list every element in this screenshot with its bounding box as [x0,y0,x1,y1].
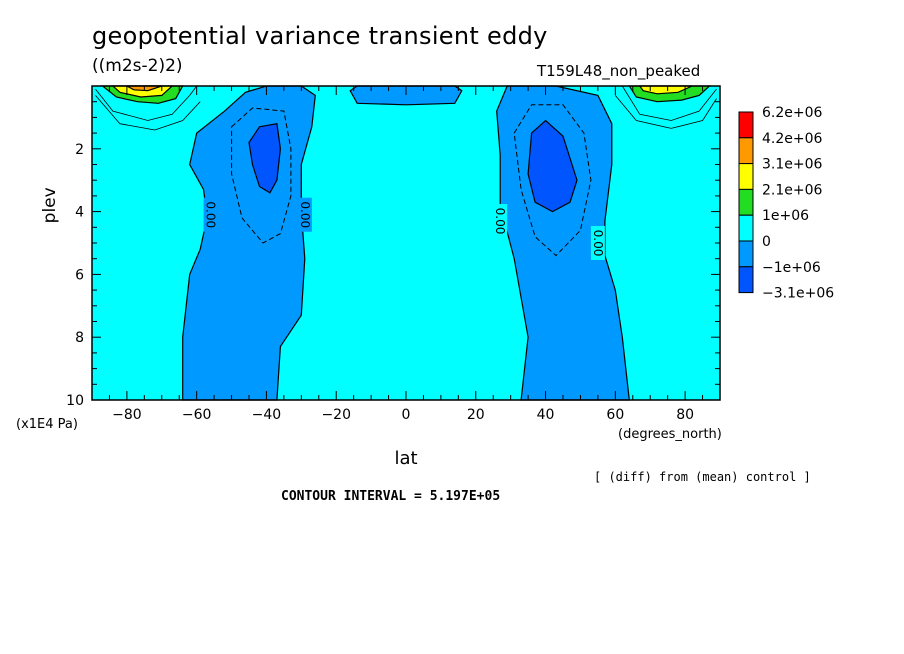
colorbar-label-5: 1e+06 [762,208,809,224]
x-tick-label: 80 [676,407,694,423]
contour-label-1: 0.00 [204,201,218,228]
y-tick-label: 8 [75,330,84,346]
colorbar-label-6: 0 [762,234,771,250]
thin-contour-north-2 [614,95,717,129]
thin-contour-south-1 [95,85,198,121]
colorbar-label-7: −1e+06 [762,260,821,276]
x-tick-label: 0 [402,407,411,423]
x-tick-label: −20 [321,407,351,423]
colorbar-swatch-1 [738,111,754,139]
colorbar-swatch-4 [738,188,754,216]
y-axis-unit: (x1E4 Pa) [16,417,78,432]
minimum-core-south [248,123,282,194]
axes [91,85,721,401]
thin-contour-south-2 [95,95,201,131]
colorbar: 6.2e+06 4.2e+06 3.1e+06 2.1e+06 1e+06 0 −1e+06… [738,105,834,302]
colorbar-label-8: −3.1e+06 [762,286,834,302]
colorbar-swatch-7 [738,266,754,294]
chart-title: geopotential variance transient eddy [92,22,548,50]
x-axis-unit: (degrees_north) [618,427,722,442]
x-tick-label: −40 [252,407,282,423]
contour-interval: CONTOUR INTERVAL = 5.197E+05 [281,489,501,504]
contour-label-2: 0.00 [298,201,312,228]
x-tick-label: 60 [606,407,624,423]
minimum-core-north [527,119,578,213]
contour-label-3: 0.00 [493,208,507,235]
colorbar-label-4: 2.1e+06 [762,182,823,198]
y-tick-label: 2 [75,142,84,158]
chart-units: ((m2s-2)2) [92,56,183,76]
colorbar-swatch-2 [738,137,754,165]
axis-labels: −80 −60 −40 −20 0 20 40 60 80 2 4 6 8 10 lat (degrees_n… [16,142,722,469]
dashed-contour-north [513,104,592,257]
dashed-contour-south [231,107,292,244]
colorbar-swatch-6 [738,240,754,268]
y-axis-label: plev [40,187,60,223]
colorbar-swatch-3 [738,163,754,190]
contour-label-bg-1 [203,197,218,232]
colorbar-label-1: 6.2e+06 [762,105,823,121]
x-tick-label: 40 [537,407,555,423]
diff-note: [ (diff) from (mean) control ] [594,470,811,484]
y-tick-label: 4 [75,205,84,221]
x-axis-label: lat [394,448,417,469]
contour-label-bg-4 [590,226,605,260]
x-tick-label: −80 [112,407,142,423]
colorbar-swatch-5 [738,214,754,242]
thin-contour-north-1 [621,85,717,121]
plot-area: 0.00 0.00 0.00 0.00 [92,85,720,401]
contour-label-bg-3 [493,204,508,239]
contour-label-4: 0.00 [591,230,605,257]
y-tick-label: 6 [75,267,84,283]
run-id: T159L48_non_peaked [537,62,701,80]
colorbar-label-3: 3.1e+06 [762,157,823,173]
x-tick-label: 20 [467,407,485,423]
contour-label-bg-2 [297,197,312,232]
colorbar-label-2: 4.2e+06 [762,131,823,147]
x-tick-label: −60 [182,407,212,423]
y-tick-label: 10 [66,393,84,409]
